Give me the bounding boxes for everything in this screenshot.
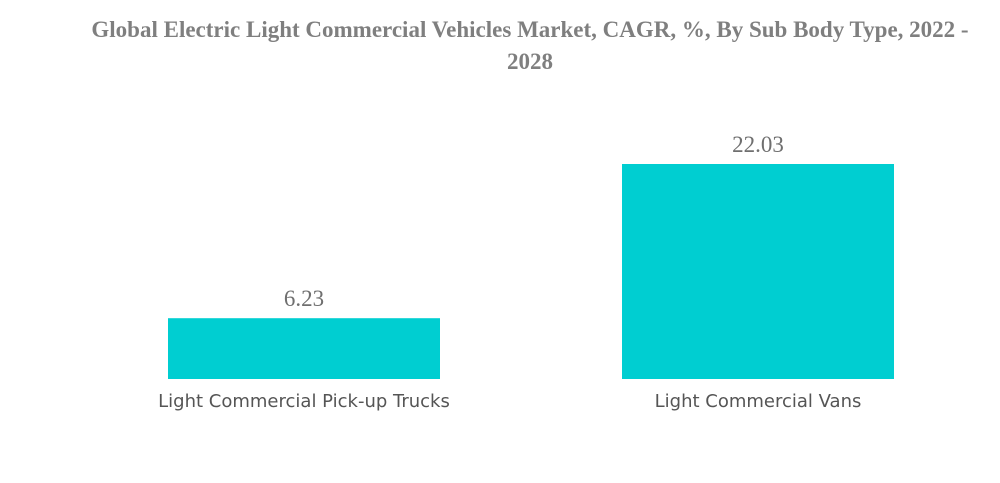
data-label-2: 22.03 [732,132,784,157]
category-label-1: Light Commercial Pick-up Trucks [158,391,450,412]
chart-title: Global Electric Light Commercial Vehicle… [91,17,969,74]
bar-2 [622,164,894,379]
bar-1 [168,318,440,379]
category-label-2: Light Commercial Vans [655,391,862,412]
data-label-1: 6.23 [284,286,324,311]
